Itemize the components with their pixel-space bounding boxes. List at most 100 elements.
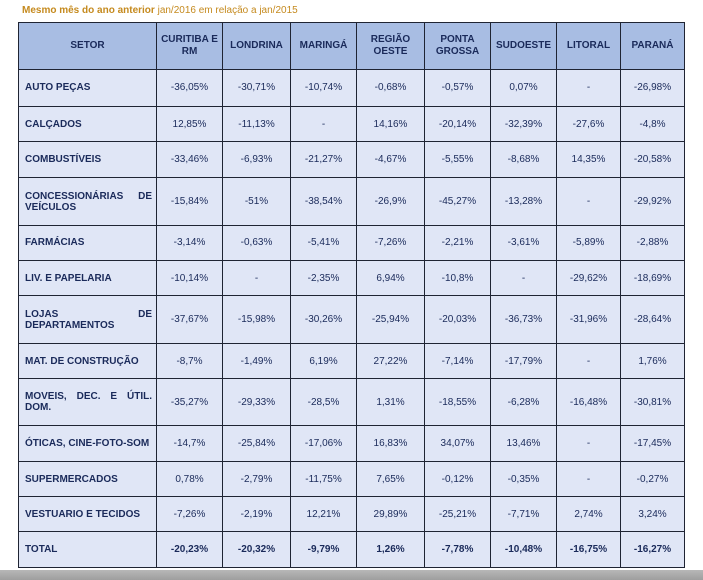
value-cell: -35,27%	[156, 378, 223, 427]
caption-rest: jan/2016 em relação a jan/2015	[154, 5, 298, 16]
value-cell: -15,98%	[222, 295, 291, 345]
value-cell: -11,13%	[222, 105, 291, 143]
header-sudoeste: SUDOESTE	[490, 22, 557, 70]
value-cell: -10,74%	[290, 69, 357, 107]
value-cell: -29,33%	[222, 378, 291, 427]
value-cell: -26,98%	[620, 69, 685, 107]
value-cell: -38,54%	[290, 177, 357, 227]
value-cell: -30,26%	[290, 295, 357, 345]
value-cell: -8,7%	[156, 343, 223, 380]
value-cell: -6,93%	[222, 141, 291, 179]
table-caption: Mesmo mês do ano anterior jan/2016 em re…	[22, 5, 298, 16]
value-cell: -3,61%	[490, 225, 557, 261]
value-cell: -30,71%	[222, 69, 291, 107]
value-cell: 34,07%	[424, 425, 491, 462]
value-cell: -	[556, 69, 621, 107]
value-cell: -10,8%	[424, 259, 491, 297]
value-cell: -37,67%	[156, 295, 223, 345]
value-cell: -0,27%	[620, 460, 685, 498]
value-cell: -25,21%	[424, 496, 491, 533]
value-cell: -7,26%	[356, 225, 425, 261]
value-cell: -25,84%	[222, 425, 291, 462]
value-cell: 1,26%	[356, 531, 425, 568]
value-cell: -32,39%	[490, 105, 557, 143]
table-row: ÓTICAS, CINE-FOTO-SOM -14,7% -25,84% -17,06…	[18, 425, 685, 462]
value-cell: -7,26%	[156, 496, 223, 533]
value-cell: -7,71%	[490, 496, 557, 533]
table-row: LOJAS DE DEPARTAMENTOS -37,67% -15,98% -30,…	[18, 295, 685, 345]
value-cell: 29,89%	[356, 496, 425, 533]
value-cell: -9,79%	[290, 531, 357, 568]
value-cell: -0,12%	[424, 460, 491, 498]
value-cell: -2,88%	[620, 225, 685, 261]
value-cell: -18,55%	[424, 378, 491, 427]
table-row: VESTUARIO E TECIDOS -7,26% -2,19% 12,21% 29,…	[18, 496, 685, 533]
value-cell: 1,31%	[356, 378, 425, 427]
value-cell: -	[222, 259, 291, 297]
value-cell: 14,16%	[356, 105, 425, 143]
value-cell: -16,48%	[556, 378, 621, 427]
value-cell: -36,73%	[490, 295, 557, 345]
value-cell: -0,68%	[356, 69, 425, 107]
header-curitiba: CURITIBA E RM	[156, 22, 223, 70]
value-cell: -20,23%	[156, 531, 223, 568]
sector-cell: VESTUARIO E TECIDOS	[18, 496, 157, 533]
value-cell: -29,92%	[620, 177, 685, 227]
sector-cell: SUPERMERCADOS	[18, 460, 157, 498]
value-cell: -29,62%	[556, 259, 621, 297]
value-cell: -5,55%	[424, 141, 491, 179]
value-cell: 12,21%	[290, 496, 357, 533]
value-cell: 16,83%	[356, 425, 425, 462]
header-row: SETOR CURITIBA E RM LONDRINA MARINGÁ REG…	[18, 22, 685, 70]
value-cell: 13,46%	[490, 425, 557, 462]
header-parana: PARANÁ	[620, 22, 685, 70]
sector-cell: MOVEIS, DEC. E ÚTIL. DOM.	[18, 378, 157, 427]
value-cell: -11,75%	[290, 460, 357, 498]
sector-cell: FARMÁCIAS	[18, 225, 157, 261]
header-setor: SETOR	[18, 22, 157, 70]
value-cell: 6,19%	[290, 343, 357, 380]
table-row: LIV. E PAPELARIA -10,14% - -2,35% 6,94% -10,8…	[18, 259, 685, 297]
value-cell: -36,05%	[156, 69, 223, 107]
value-cell: 3,24%	[620, 496, 685, 533]
value-cell: -15,84%	[156, 177, 223, 227]
table-row: SUPERMERCADOS 0,78% -2,79% -11,75% 7,65% -0,1…	[18, 460, 685, 498]
value-cell: -21,27%	[290, 141, 357, 179]
value-cell: -5,41%	[290, 225, 357, 261]
value-cell: -13,28%	[490, 177, 557, 227]
value-cell: -2,21%	[424, 225, 491, 261]
value-cell: -17,79%	[490, 343, 557, 380]
value-cell: -18,69%	[620, 259, 685, 297]
value-cell: -	[556, 343, 621, 380]
value-cell: -17,45%	[620, 425, 685, 462]
value-cell: -14,7%	[156, 425, 223, 462]
value-cell: -33,46%	[156, 141, 223, 179]
value-cell: -	[556, 460, 621, 498]
value-cell: -20,32%	[222, 531, 291, 568]
value-cell: -7,78%	[424, 531, 491, 568]
table-row: CONCESSIONÁRIAS DE VEÍCULOS -15,84% -51% -3…	[18, 177, 685, 227]
value-cell: -0,35%	[490, 460, 557, 498]
sector-cell: CALÇADOS	[18, 105, 157, 143]
value-cell: -5,89%	[556, 225, 621, 261]
value-cell: -26,9%	[356, 177, 425, 227]
value-cell: -51%	[222, 177, 291, 227]
table-row: FARMÁCIAS -3,14% -0,63% -5,41% -7,26% -2,21% -…	[18, 225, 685, 261]
value-cell: 12,85%	[156, 105, 223, 143]
sector-cell: LIV. E PAPELARIA	[18, 259, 157, 297]
total-row: TOTAL -20,23% -20,32% -9,79% 1,26% -7,78% -10,…	[18, 531, 685, 568]
sector-cell: MAT. DE CONSTRUÇÃO	[18, 343, 157, 380]
value-cell: -16,75%	[556, 531, 621, 568]
value-cell: -27,6%	[556, 105, 621, 143]
value-cell: -7,14%	[424, 343, 491, 380]
table-row: CALÇADOS 12,85% -11,13% -14,16% -20,14% -32,3…	[18, 105, 685, 143]
value-cell: -4,67%	[356, 141, 425, 179]
value-cell: 27,22%	[356, 343, 425, 380]
sector-cell: COMBUSTÍVEIS	[18, 141, 157, 179]
value-cell: -20,03%	[424, 295, 491, 345]
value-cell: -20,58%	[620, 141, 685, 179]
table-row: AUTO PEÇAS -36,05% -30,71% -10,74% -0,68% -0,…	[18, 69, 685, 107]
value-cell: -2,35%	[290, 259, 357, 297]
value-cell: -10,48%	[490, 531, 557, 568]
table-row: MOVEIS, DEC. E ÚTIL. DOM. -35,27% -29,33% -…	[18, 378, 685, 427]
